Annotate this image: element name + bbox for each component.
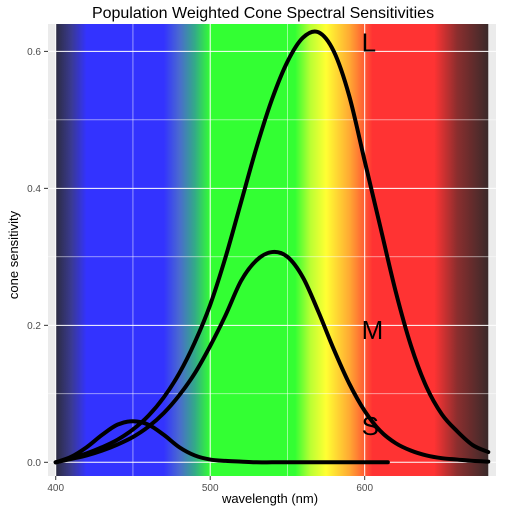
y-tick-label: 0.0 xyxy=(27,458,41,469)
y-tick-label: 0.2 xyxy=(27,321,41,332)
series-line-L xyxy=(53,29,491,465)
x-axis-ticks: 400 500 600 xyxy=(47,476,373,494)
y-tick-label: 0.6 xyxy=(27,47,41,58)
y-tick-label: 0.4 xyxy=(27,184,41,195)
x-tick-label: 400 xyxy=(47,483,64,494)
y-axis-ticks: 0.0 0.2 0.4 0.6 xyxy=(27,47,48,469)
series-label-M: M xyxy=(362,315,384,345)
x-axis-title: wavelength (nm) xyxy=(221,491,318,506)
chart-title: Population Weighted Cone Spectral Sensit… xyxy=(92,5,434,22)
y-axis-title: cone sensitivity xyxy=(6,210,21,299)
series-label-S: S xyxy=(362,411,379,441)
series-line-S xyxy=(53,419,390,465)
x-tick-label: 500 xyxy=(202,483,219,494)
x-tick-label: 600 xyxy=(356,483,373,494)
series-line-M xyxy=(53,249,491,465)
grid-lines xyxy=(48,24,496,476)
spectrum-band xyxy=(55,24,489,476)
series-label-L: L xyxy=(362,27,376,57)
series-lines xyxy=(53,29,491,465)
series-labels: L M S xyxy=(362,27,384,441)
